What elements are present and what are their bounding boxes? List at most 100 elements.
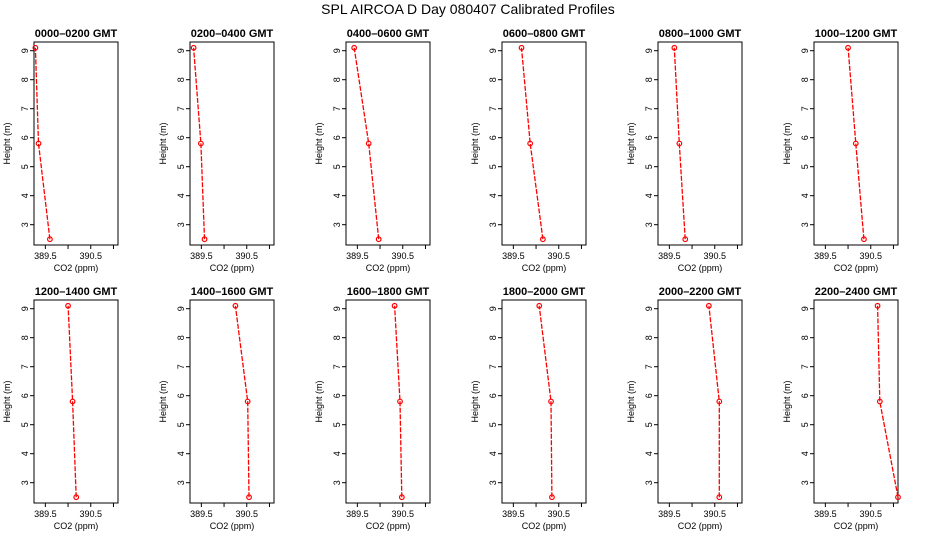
y-tick-label: 6 — [488, 135, 498, 140]
y-tick-label: 8 — [20, 335, 30, 340]
y-tick-label: 7 — [176, 106, 186, 111]
x-tick-label: 389.5 — [502, 251, 525, 261]
series-line — [708, 305, 720, 498]
x-tick-label: 390.5 — [703, 251, 726, 261]
panel-grid: 0000–0200 GMT 389.5 390.5 3 4 5 6 7 8 9 CO2 (ppm) H… — [2, 28, 901, 531]
panel-title: 0200–0400 GMT — [191, 28, 274, 40]
y-tick-label: 7 — [20, 364, 30, 369]
x-tick-label: 390.5 — [859, 251, 882, 261]
y-axis-label: Height (m) — [158, 122, 168, 164]
data-point — [518, 44, 525, 51]
data-point — [548, 398, 554, 405]
chart-panel: 1400–1600 GMT 389.5 390.5 3 4 5 6 7 8 9 CO2 (ppm) H… — [158, 286, 275, 531]
y-tick-label: 3 — [20, 480, 30, 485]
y-tick-label: 5 — [800, 164, 810, 169]
y-tick-label: 7 — [644, 364, 654, 369]
y-tick-label: 7 — [20, 106, 30, 111]
chart-panel: 1600–1800 GMT 389.5 390.5 3 4 5 6 7 8 9 CO2 (ppm) H… — [314, 286, 431, 531]
y-tick-label: 7 — [488, 106, 498, 111]
data-point — [32, 44, 39, 51]
chart-panel: 2000–2200 GMT 389.5 390.5 3 4 5 6 7 8 9 CO2 (ppm) H… — [626, 286, 743, 531]
x-tick-label: 389.5 — [502, 509, 525, 519]
y-tick-label: 7 — [176, 364, 186, 369]
figure-title: SPL AIRCOA D Day 080407 Calibrated Profi… — [321, 1, 615, 17]
series-line — [34, 47, 51, 240]
data-point — [536, 302, 543, 309]
y-tick-label: 9 — [488, 306, 498, 311]
y-tick-label: 9 — [332, 306, 342, 311]
y-tick-label: 6 — [20, 393, 30, 398]
y-tick-label: 8 — [20, 77, 30, 82]
series-line — [876, 305, 899, 498]
y-tick-label: 3 — [800, 480, 810, 485]
x-axis-label: CO2 (ppm) — [522, 521, 567, 531]
y-axis-label: Height (m) — [470, 380, 480, 422]
data-point — [398, 494, 405, 501]
panel-title: 0000–0200 GMT — [35, 28, 118, 40]
plot-frame — [657, 299, 743, 504]
y-tick-label: 5 — [488, 164, 498, 169]
data-point — [69, 398, 76, 405]
x-axis-label: CO2 (ppm) — [210, 521, 255, 531]
y-tick-label: 9 — [644, 306, 654, 311]
y-axis-label: Height (m) — [782, 122, 792, 164]
chart-panel: 0000–0200 GMT 389.5 390.5 3 4 5 6 7 8 9 CO2 (ppm) H… — [2, 28, 119, 273]
x-tick-label: 390.5 — [859, 509, 882, 519]
x-tick-label: 390.5 — [235, 251, 258, 261]
series-line — [673, 47, 686, 240]
y-tick-label: 3 — [644, 480, 654, 485]
chart-panel: 1800–2000 GMT 389.5 390.5 3 4 5 6 7 8 9 CO2 (ppm) H… — [470, 286, 587, 531]
plot-frame — [813, 41, 899, 246]
panel-title: 0600–0800 GMT — [503, 28, 586, 40]
chart-panel: 0400–0600 GMT 389.5 390.5 3 4 5 6 7 8 9 CO2 (ppm) H… — [314, 28, 431, 273]
plot-frame — [501, 299, 587, 504]
x-axis-label: CO2 (ppm) — [522, 263, 567, 273]
x-axis-label: CO2 (ppm) — [54, 263, 99, 273]
data-point — [46, 236, 53, 243]
data-point — [876, 398, 883, 405]
y-tick-label: 7 — [332, 364, 342, 369]
data-point — [895, 494, 901, 501]
x-axis-label: CO2 (ppm) — [54, 521, 99, 531]
x-tick-label: 389.5 — [190, 251, 213, 261]
y-tick-label: 9 — [176, 306, 186, 311]
x-tick-label: 390.5 — [703, 509, 726, 519]
data-point — [351, 44, 358, 51]
data-point — [201, 236, 208, 243]
y-tick-label: 9 — [20, 48, 30, 53]
y-tick-label: 5 — [488, 422, 498, 427]
y-tick-label: 6 — [644, 135, 654, 140]
y-tick-label: 6 — [488, 393, 498, 398]
data-point — [397, 398, 403, 405]
data-point — [852, 140, 859, 147]
y-tick-label: 9 — [800, 48, 810, 53]
y-axis-label: Height (m) — [626, 122, 636, 164]
y-tick-label: 8 — [332, 335, 342, 340]
y-axis-label: Height (m) — [470, 122, 480, 164]
y-tick-label: 6 — [644, 393, 654, 398]
y-tick-label: 6 — [332, 135, 342, 140]
x-tick-label: 390.5 — [391, 251, 414, 261]
x-tick-label: 390.5 — [547, 251, 570, 261]
y-tick-label: 8 — [176, 77, 186, 82]
y-tick-label: 4 — [488, 193, 498, 198]
y-tick-label: 6 — [176, 135, 186, 140]
data-point — [190, 44, 197, 51]
x-tick-label: 389.5 — [190, 509, 213, 519]
data-point — [375, 236, 382, 243]
x-tick-label: 390.5 — [79, 251, 102, 261]
panel-title: 2200–2400 GMT — [815, 286, 898, 298]
series-line — [538, 305, 553, 498]
data-point — [65, 302, 71, 309]
y-tick-label: 4 — [20, 451, 30, 456]
x-axis-label: CO2 (ppm) — [210, 263, 255, 273]
y-tick-label: 3 — [176, 222, 186, 227]
data-point — [549, 494, 555, 501]
y-tick-label: 9 — [644, 48, 654, 53]
plot-frame — [189, 41, 275, 246]
y-tick-label: 3 — [488, 222, 498, 227]
y-tick-label: 4 — [332, 193, 342, 198]
x-tick-label: 390.5 — [235, 509, 258, 519]
y-tick-label: 9 — [20, 306, 30, 311]
